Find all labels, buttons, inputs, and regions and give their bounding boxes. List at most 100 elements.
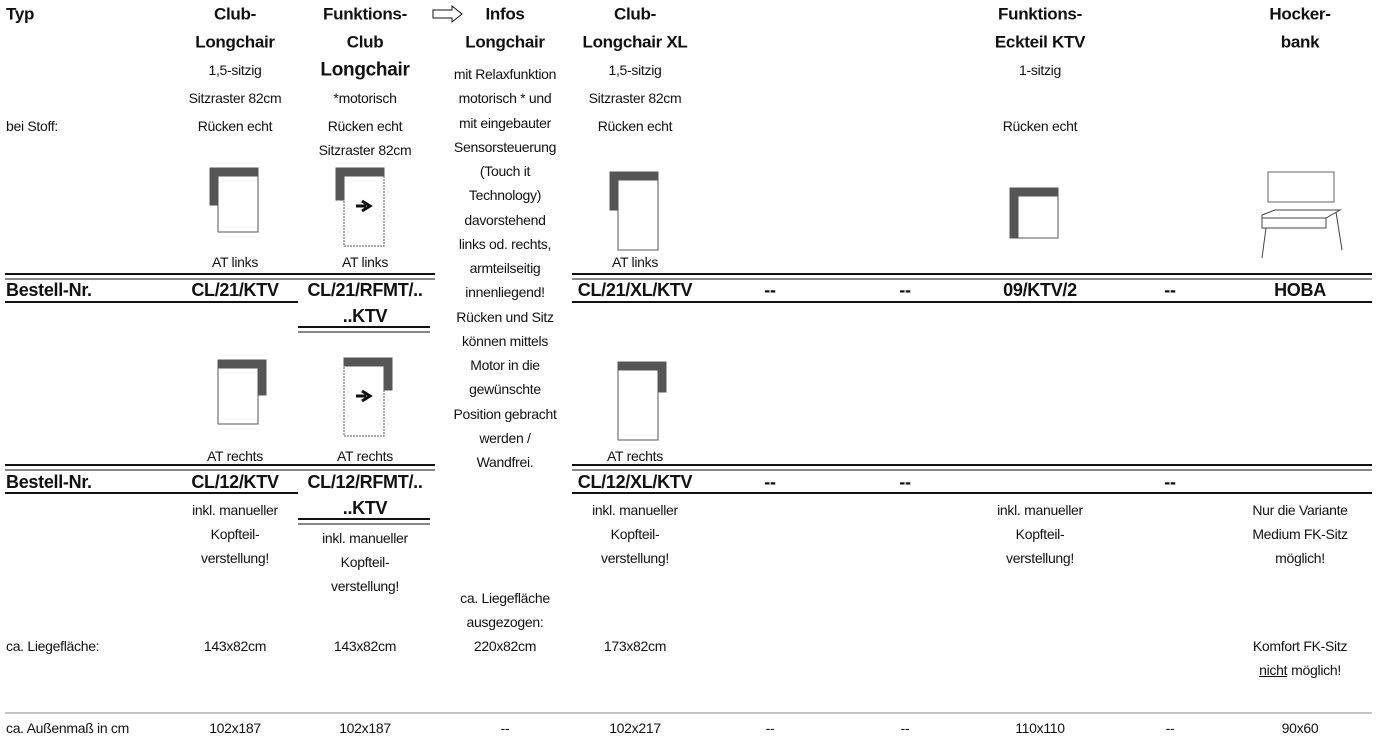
detail: links od. rechts,	[458, 235, 552, 252]
detail: Sitzraster 82cm	[588, 90, 682, 106]
detail: armteilseitig	[469, 260, 541, 276]
column-title: Club	[346, 32, 384, 52]
detail: Wandfrei.	[476, 454, 534, 470]
armrest-label: AT links	[611, 254, 659, 270]
column-title: Funktions-	[998, 4, 1082, 24]
area: 220x82cm	[473, 638, 537, 654]
column-title: Funktions-	[323, 4, 407, 24]
detail: innenliegend!	[465, 284, 545, 301]
order-number: --	[899, 472, 911, 492]
note: inkl. manueller	[997, 502, 1083, 518]
detail: mit eingebauter	[458, 114, 552, 131]
order-number: CL/12/XL/KTV	[577, 472, 693, 492]
order-number: CL/12/RFMT/..	[307, 472, 423, 492]
armrest-label: AT rechts	[607, 448, 663, 464]
note: Kopfteil-	[210, 526, 260, 542]
detail: Sensorsteuerung	[453, 138, 557, 155]
row-label: bei Stoff:	[6, 118, 59, 134]
row-label: ca. Liegefläche:	[6, 638, 100, 654]
note: Kopfteil-	[1015, 526, 1065, 542]
detail: können mittels	[461, 332, 549, 349]
column-title: Club-	[214, 4, 256, 24]
detail: Sitzraster 82cm	[188, 90, 282, 106]
note: verstellung!	[601, 550, 669, 566]
outer-size: 102x217	[609, 720, 661, 736]
detail: (Touch it	[479, 163, 531, 179]
note: verstellung!	[1006, 550, 1074, 566]
column-title: Longchair	[465, 32, 545, 52]
detail: Motor in die	[470, 357, 540, 373]
outer-size: --	[765, 720, 775, 736]
detail: Rücken echt	[327, 118, 403, 134]
detail: 1,5-sitzig	[208, 62, 262, 78]
armrest-label: AT rechts	[337, 448, 393, 464]
note: verstellung!	[331, 578, 399, 594]
arrow-icon	[432, 4, 463, 24]
remark: Komfort FK-Sitz	[1252, 638, 1348, 654]
armrest-label: AT rechts	[207, 448, 263, 464]
detail: Rücken echt	[597, 118, 673, 134]
note: möglich!	[1275, 550, 1325, 566]
order-number: HOBA	[1274, 280, 1326, 300]
rules	[5, 273, 1372, 714]
outer-size: 102x187	[339, 720, 391, 736]
outer-size: --	[1165, 720, 1175, 736]
detail: werden /	[479, 429, 531, 446]
area-label: ca. Liegefläche	[460, 590, 550, 606]
detail: motorisch * und	[458, 90, 552, 107]
detail: Rücken echt	[1002, 118, 1078, 134]
note: Nur die Variante	[1252, 502, 1348, 518]
detail: Rücken echt	[197, 118, 273, 134]
outer-size: --	[500, 720, 510, 736]
column-title: bank	[1280, 32, 1320, 52]
detail: davorstehend	[464, 211, 546, 228]
column-title: Club-	[614, 4, 656, 24]
detail: Rücken und Sitz	[456, 308, 554, 325]
note: inkl. manueller	[592, 502, 678, 518]
detail: mit Relaxfunktion	[453, 66, 557, 82]
order-number: --	[764, 472, 776, 492]
remark-line: nicht möglich!	[1259, 663, 1341, 677]
armrest-label: AT links	[211, 254, 259, 270]
row-label: ca. Außenmaß in cm	[6, 720, 129, 736]
order-number: ..KTV	[342, 306, 388, 326]
armrest-label: AT links	[341, 254, 389, 270]
order-number: CL/12/KTV	[191, 472, 279, 492]
area-label: ausgezogen:	[466, 614, 544, 630]
row-label: Bestell-Nr.	[6, 472, 92, 492]
remark-text: möglich!	[1291, 662, 1341, 678]
detail: 1-sitzig	[1019, 62, 1061, 78]
detail: *motorisch	[333, 90, 397, 106]
detail: gewünschte	[469, 381, 541, 398]
order-number: --	[899, 280, 911, 300]
note: Kopfteil-	[340, 554, 390, 570]
note: verstellung!	[201, 550, 269, 566]
detail: Technology)	[468, 187, 542, 204]
column-title: Hocker-	[1269, 4, 1331, 24]
order-number: --	[1164, 280, 1176, 300]
area: 143x82cm	[203, 638, 267, 654]
note: inkl. manueller	[192, 502, 278, 518]
column-title: Longchair	[195, 32, 275, 52]
order-number: 09/KTV/2	[1003, 280, 1077, 300]
note: Kopfteil-	[610, 526, 660, 542]
order-number: --	[1164, 472, 1176, 492]
column-title: Infos	[485, 4, 525, 24]
order-number: ..KTV	[342, 498, 388, 518]
note: inkl. manueller	[322, 530, 408, 546]
note: Medium FK-Sitz	[1252, 526, 1348, 542]
outer-size: 102x187	[209, 720, 261, 736]
detail: Sitzraster 82cm	[318, 142, 412, 158]
outer-size: 110x110	[1015, 720, 1065, 736]
icons	[209, 167, 1343, 441]
detail: 1,5-sitzig	[608, 62, 662, 78]
order-number: CL/21/KTV	[191, 280, 279, 300]
order-number: CL/21/XL/KTV	[577, 280, 693, 300]
order-number: --	[764, 280, 776, 300]
order-number: CL/21/RFMT/..	[307, 280, 423, 300]
area: 143x82cm	[333, 638, 397, 654]
row-label: Typ	[6, 4, 35, 24]
outer-size: --	[900, 720, 910, 736]
